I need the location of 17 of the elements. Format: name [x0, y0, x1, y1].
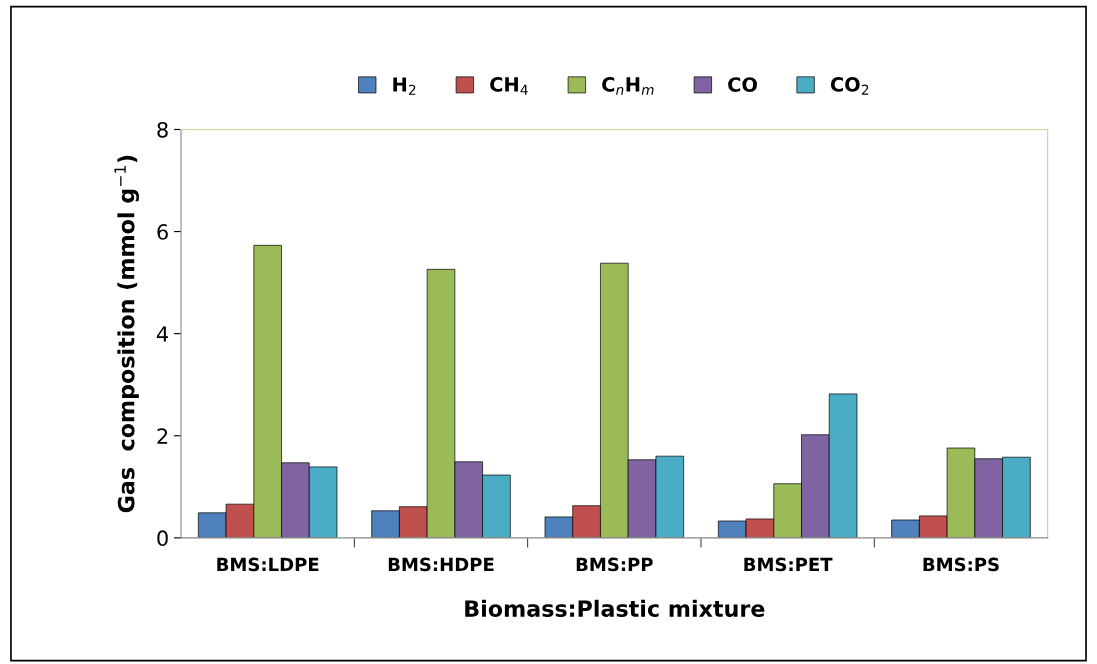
- y-tick-label: 4: [156, 326, 169, 342]
- legend-label: C$_{n}$H$_{m}$: [602, 77, 654, 95]
- x-axis-title: Biomass:Plastic mixture: [465, 599, 765, 617]
- x-tick-label: BMS:LDPE: [217, 557, 319, 572]
- legend-label: CH$_{4}$: [490, 77, 528, 95]
- y-tick-label: 6: [157, 224, 168, 240]
- y-tick-label: 0: [157, 530, 168, 547]
- legend-label: CO: [728, 77, 757, 92]
- x-tick-label: BMS:PS: [923, 557, 999, 572]
- legend-label: H$_{2}$: [393, 77, 416, 95]
- y-tick-label: 2: [157, 428, 168, 444]
- y-axis-title: Gas composition (mmol g$^{−1}$): [114, 155, 140, 513]
- x-tick-label: BMS:PP: [576, 557, 653, 572]
- y-tick-label: 8: [157, 121, 168, 138]
- legend-label: CO$_{2}$: [830, 77, 869, 95]
- x-tick-label: BMS:PET: [744, 557, 833, 572]
- x-tick-label: BMS:HDPE: [388, 557, 494, 572]
